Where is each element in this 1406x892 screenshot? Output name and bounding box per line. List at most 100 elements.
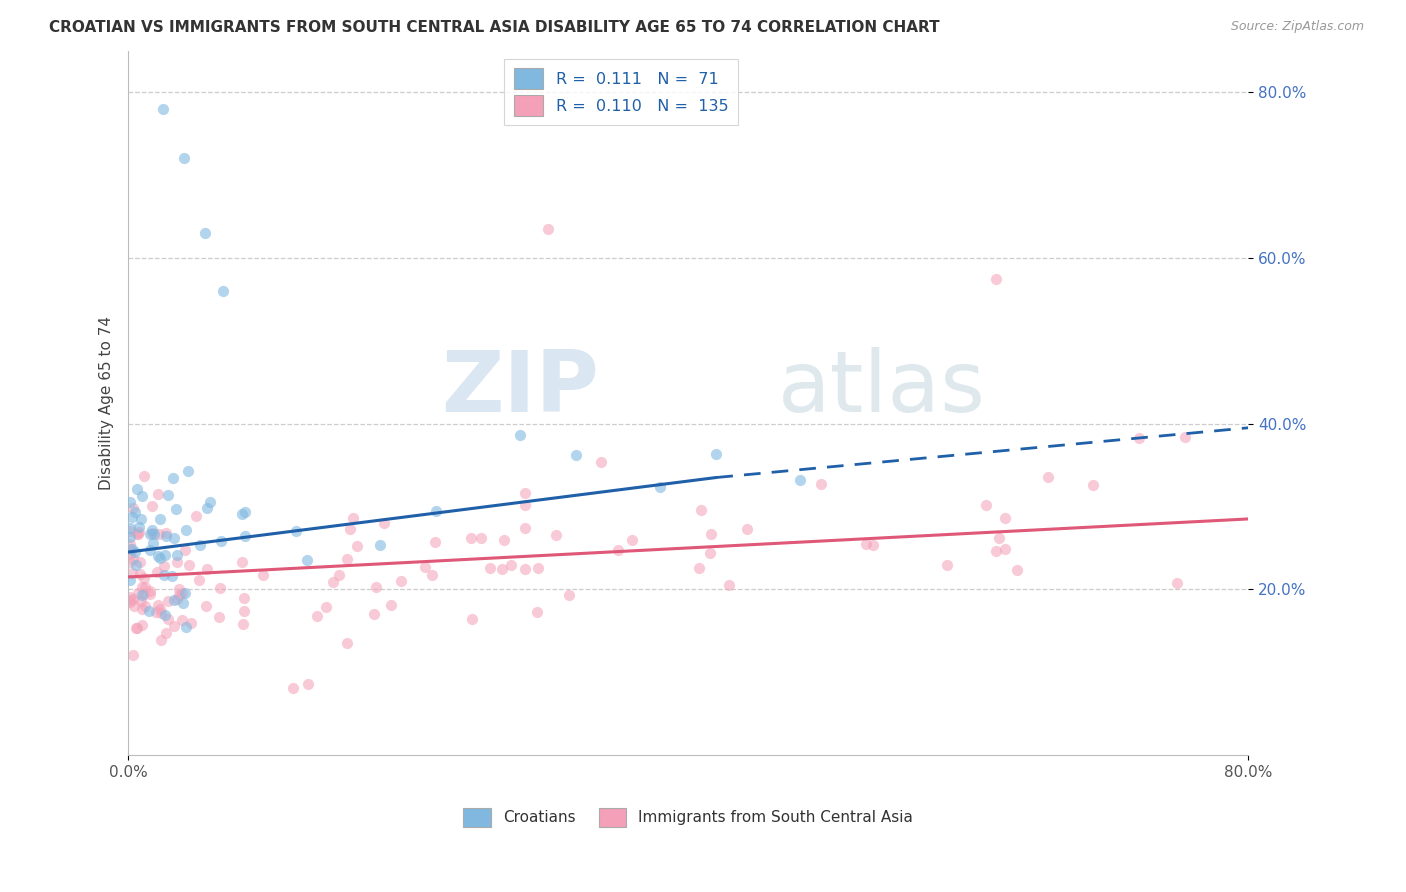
Y-axis label: Disability Age 65 to 74: Disability Age 65 to 74: [100, 316, 114, 490]
Point: [988, 531, 1011, 545]
Point: [162, 568, 184, 582]
Point: [195, 599, 218, 614]
Point: [252, 568, 274, 582]
Point: [146, 598, 169, 612]
Point: [621, 533, 644, 547]
Point: [305, 609, 328, 624]
Point: [118, 547, 141, 561]
Point: [810, 476, 832, 491]
Point: [984, 544, 1007, 558]
Point: [148, 527, 170, 541]
Point: [233, 505, 256, 519]
Point: [460, 612, 482, 626]
Point: [180, 616, 202, 631]
Point: [478, 560, 501, 574]
Point: [700, 527, 723, 541]
Point: [125, 527, 148, 541]
Point: [986, 271, 1008, 285]
Point: [121, 648, 143, 663]
Point: [855, 537, 877, 551]
Text: CROATIAN VS IMMIGRANTS FROM SOUTH CENTRAL ASIA DISABILITY AGE 65 TO 74 CORRELATI: CROATIAN VS IMMIGRANTS FROM SOUTH CENTRA…: [49, 20, 939, 35]
Point: [208, 582, 231, 596]
Point: [315, 600, 337, 615]
Point: [131, 489, 153, 503]
Point: [143, 526, 166, 541]
Point: [155, 607, 177, 622]
Point: [336, 551, 359, 566]
Point: [212, 284, 235, 298]
Point: [346, 539, 368, 553]
Point: [591, 454, 613, 468]
Point: [297, 553, 319, 567]
Point: [509, 428, 531, 442]
Point: [118, 590, 141, 604]
Point: [546, 528, 568, 542]
Point: [149, 602, 172, 616]
Point: [152, 102, 174, 116]
Point: [163, 593, 186, 607]
Point: [285, 524, 308, 538]
Point: [118, 495, 141, 509]
Point: [557, 588, 579, 602]
Point: [155, 625, 177, 640]
Point: [163, 618, 186, 632]
Point: [232, 591, 254, 605]
Point: [1128, 431, 1150, 445]
Text: ZIP: ZIP: [441, 347, 599, 430]
Point: [1005, 563, 1028, 577]
Point: [413, 560, 436, 574]
Point: [156, 611, 179, 625]
Point: [122, 501, 145, 516]
Point: [935, 558, 957, 573]
Point: [128, 524, 150, 539]
Point: [131, 581, 153, 595]
Point: [176, 620, 198, 634]
Point: [195, 501, 218, 516]
Point: [173, 543, 195, 558]
Point: [526, 605, 548, 619]
Point: [373, 516, 395, 531]
Point: [207, 610, 229, 624]
Point: [339, 522, 361, 536]
Point: [118, 530, 141, 544]
Point: [172, 596, 194, 610]
Point: [166, 501, 188, 516]
Point: [172, 614, 194, 628]
Point: [118, 541, 141, 556]
Point: [121, 542, 143, 557]
Point: [789, 473, 811, 487]
Point: [122, 599, 145, 613]
Point: [125, 621, 148, 635]
Point: [162, 470, 184, 484]
Point: [501, 558, 523, 572]
Point: [231, 507, 253, 521]
Point: [134, 570, 156, 584]
Point: [364, 580, 387, 594]
Point: [177, 558, 200, 572]
Point: [607, 543, 630, 558]
Point: [138, 604, 160, 618]
Point: [163, 531, 186, 545]
Point: [120, 593, 142, 607]
Point: [336, 636, 359, 650]
Point: [149, 550, 172, 565]
Point: [188, 538, 211, 552]
Point: [1036, 469, 1059, 483]
Point: [139, 584, 162, 599]
Point: [363, 607, 385, 621]
Point: [188, 574, 211, 588]
Point: [155, 529, 177, 543]
Point: [735, 522, 758, 536]
Point: [118, 537, 141, 551]
Point: [139, 543, 162, 558]
Point: [169, 588, 191, 602]
Point: [425, 504, 447, 518]
Point: [118, 573, 141, 587]
Point: [650, 480, 672, 494]
Point: [121, 591, 143, 606]
Point: [131, 588, 153, 602]
Point: [172, 586, 194, 600]
Point: [177, 464, 200, 478]
Point: [150, 607, 173, 621]
Point: [153, 558, 176, 573]
